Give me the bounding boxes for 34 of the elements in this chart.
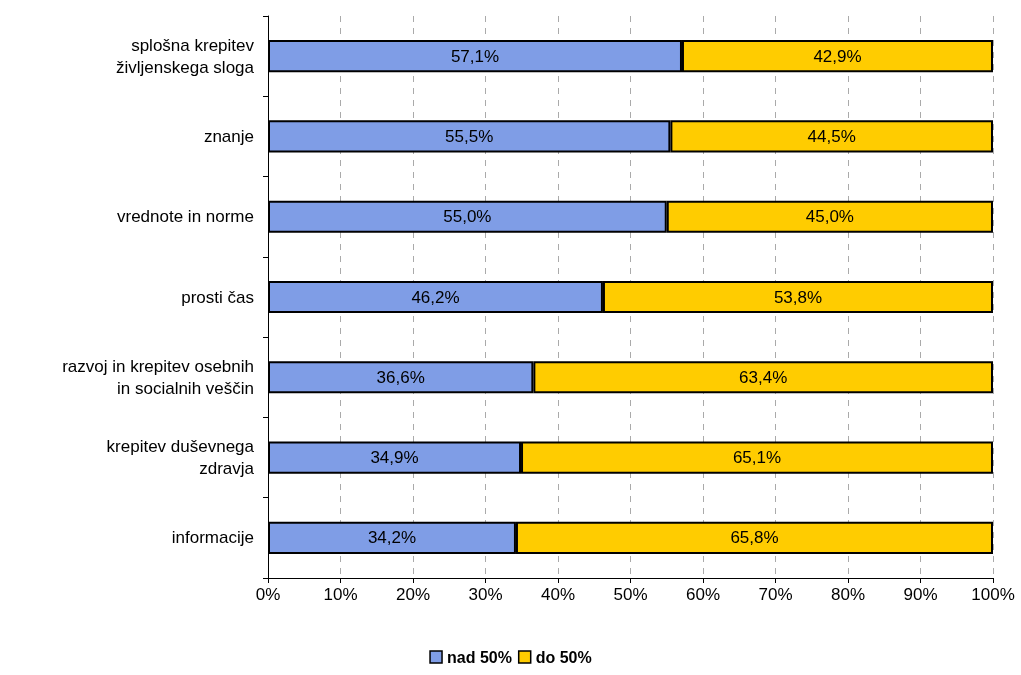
data-label: 55,5% [445, 126, 494, 146]
data-label: 46,2% [411, 287, 460, 307]
x-tick-label: 70% [758, 585, 793, 604]
y-tick-label: splošna krepitev življenskega sloga [116, 35, 255, 77]
x-tick-label: 10% [323, 585, 358, 604]
data-label: 34,9% [370, 448, 419, 468]
x-tick-label: 100% [971, 585, 1015, 604]
x-tick-label: 30% [468, 585, 503, 604]
data-label: 65,8% [730, 528, 779, 548]
y-tick-label: znanje [203, 126, 254, 146]
data-label: 36,6% [376, 367, 425, 387]
x-tick-label: 0% [255, 585, 281, 604]
x-tick-label: 60% [685, 585, 721, 604]
y-tick-label: informacije [171, 528, 254, 548]
y-tick-label: vrednote in norme [116, 207, 254, 227]
data-label: 44,5% [807, 126, 856, 146]
x-tick-label: 80% [830, 585, 866, 604]
y-tick-label: prosti čas [181, 287, 254, 307]
x-tick-label: 40% [540, 585, 576, 604]
data-label: 63,4% [739, 367, 788, 387]
data-label: 65,1% [732, 448, 782, 468]
y-tick-label: razvoj in krepitev osebnih in socialnih veščin [62, 356, 254, 398]
data-label: 55,0% [443, 207, 492, 227]
x-tick-label: 20% [395, 585, 431, 604]
data-label: 57,1% [450, 46, 500, 66]
legend-label: nad 50% [447, 648, 512, 666]
x-tick-label: 50% [613, 585, 648, 604]
y-tick-label: krepitev duševnega zdravja [106, 437, 255, 479]
data-label: 45,0% [805, 207, 854, 227]
x-tick-label: 90% [903, 585, 938, 604]
legend-label: do 50% [535, 648, 592, 666]
data-label: 34,2% [367, 528, 417, 548]
data-label: 53,8% [773, 287, 823, 307]
data-label: 42,9% [813, 46, 862, 66]
